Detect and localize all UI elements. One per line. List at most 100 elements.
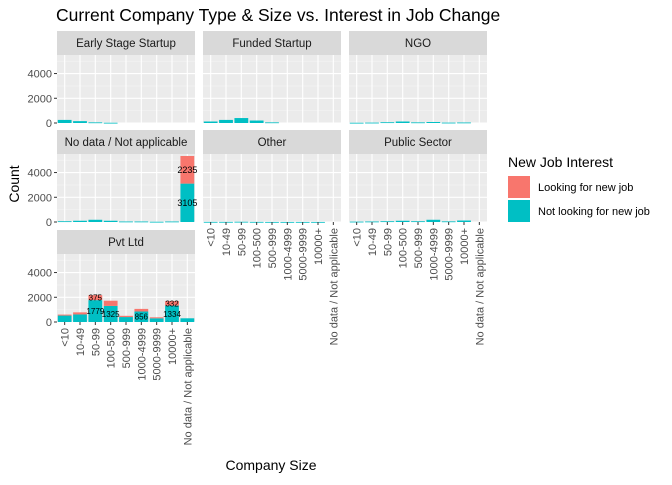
data-label-not-looking: 1779 — [86, 307, 104, 316]
x-tick-label: No data / Not applicable — [182, 328, 194, 445]
bar-looking-500-999 — [119, 315, 133, 318]
y-tick-label: 0 — [46, 317, 52, 329]
data-label-looking: 375 — [89, 294, 103, 303]
facet-other: Other <10 10-49 50-99 100-500 500-999 1000-499… — [203, 130, 341, 345]
x-tick-label: 100-500 — [398, 228, 410, 268]
x-tick-label: 50-99 — [90, 328, 102, 356]
bar-not-looking-10000 — [165, 221, 179, 223]
bar-not-looking-500-999 — [119, 317, 133, 322]
data-label-not-looking: 1325 — [102, 310, 120, 319]
facet-strip — [57, 230, 195, 254]
bar-not-looking-100-500 — [249, 120, 264, 123]
bar-not-looking-50-99 — [380, 122, 395, 124]
bar-not-looking-100-500 — [395, 220, 410, 222]
bar-looking-10 — [57, 314, 72, 316]
bar-not-looking-1000-4999 — [426, 219, 441, 222]
y-tick-label: 4000 — [28, 69, 52, 81]
bar-not-looking-10-49 — [73, 220, 87, 222]
bar-not-looking-50-99 — [234, 118, 249, 123]
bar-not-looking-500-999 — [119, 221, 133, 223]
x-tick-label: 500-999 — [267, 228, 279, 268]
legend-label-looking-for-new-job: Looking for new job — [538, 182, 633, 194]
x-tick-label: No data / Not applicable — [474, 228, 486, 345]
bar-not-looking-no-data-not-applicable — [180, 183, 195, 222]
legend-swatch-looking-for-new-job — [508, 176, 530, 198]
bar-not-looking-1000-4999 — [134, 311, 149, 322]
y-tick-label: 4000 — [28, 268, 52, 280]
chart-title: Current Company Type & Size vs. Interest… — [56, 5, 500, 25]
bar-not-looking-5000-9999 — [149, 221, 164, 223]
bar-not-looking-10-49 — [73, 121, 87, 123]
facet-title: No data / Not applicable — [65, 137, 188, 149]
facet-strip — [203, 130, 341, 154]
y-axis-label: Count — [6, 165, 22, 202]
bar-not-looking-10000 — [165, 305, 179, 322]
y-tick-label: 0 — [46, 217, 52, 229]
x-tick-label: <10 — [206, 228, 218, 247]
bar-not-looking-10-49 — [365, 221, 379, 223]
x-tick-label: 1000-4999 — [136, 328, 148, 381]
facet-title: Public Sector — [384, 137, 452, 149]
bar-not-looking-5000-9999 — [149, 318, 164, 322]
bar-not-looking-100-500 — [103, 220, 118, 222]
bar-not-looking-5000-9999 — [441, 221, 456, 223]
bar-not-looking-10000 — [457, 122, 471, 124]
data-label-looking: 332 — [165, 299, 179, 308]
x-tick-label: 10-49 — [367, 228, 379, 256]
bar-looking-10-49 — [73, 312, 87, 315]
facet-title: Funded Startup — [232, 38, 311, 50]
y-tick-label: 2000 — [28, 192, 52, 204]
x-tick-label: 50-99 — [382, 228, 394, 256]
facet-title: Other — [258, 137, 287, 149]
bar-looking-10000 — [165, 301, 179, 306]
y-tick-label: 0 — [46, 118, 52, 130]
x-tick-label: 10-49 — [221, 228, 233, 256]
bar-not-looking-50-99 — [88, 219, 103, 222]
bar-not-looking-50-99 — [380, 221, 395, 223]
x-tick-label: 10000+ — [313, 228, 325, 265]
bar-not-looking-10000 — [457, 220, 471, 222]
x-tick-label: 10-49 — [75, 328, 87, 356]
x-tick-label: 100-500 — [106, 328, 118, 368]
facet-strip — [57, 130, 195, 154]
bar-not-looking-100-500 — [395, 121, 410, 123]
data-label-not-looking: 1334 — [163, 310, 181, 319]
bar-not-looking-1000-4999 — [426, 122, 441, 123]
bar-looking-no-data-not-applicable — [180, 155, 195, 184]
bar-not-looking-10 — [57, 315, 72, 322]
bar-not-looking-500-999 — [411, 221, 425, 223]
bar-not-looking-10 — [349, 122, 364, 124]
bar-not-looking-10-49 — [219, 119, 233, 123]
bar-looking-100-500 — [103, 300, 118, 306]
data-label-not-looking: 856 — [135, 313, 149, 322]
bar-not-looking-10 — [57, 119, 72, 123]
bar-not-looking-100-500 — [103, 122, 118, 124]
facet-public-sector: Public Sector <10 10-49 50-99 100-500 500-999… — [349, 130, 487, 345]
bar-not-looking-10-49 — [365, 122, 379, 124]
facet-strip — [203, 31, 341, 55]
bar-looking-5000-9999 — [149, 317, 164, 319]
x-tick-label: 500-999 — [121, 328, 133, 368]
data-label-not-looking: 3105 — [177, 198, 197, 208]
x-tick-label: 10000+ — [167, 328, 179, 365]
x-tick-label: 10000+ — [459, 228, 471, 265]
x-tick-label: 1000-4999 — [428, 228, 440, 281]
x-tick-label: No data / Not applicable — [328, 228, 340, 345]
legend-label-not-looking-for-new-job: Not looking for new job — [538, 206, 650, 218]
facet-early-stage-startup: Early Stage Startup 0 2000 4000 — [28, 31, 195, 130]
facet-no-data-not-applicable: No data / Not applicable 2235 3105 0 2000 400… — [28, 130, 197, 229]
bar-not-looking-500-999 — [411, 122, 425, 124]
facet-strip — [349, 31, 487, 55]
x-tick-label: 5000-9999 — [444, 228, 456, 281]
bar-not-looking-10 — [57, 221, 72, 223]
bar-not-looking-500-999 — [265, 122, 279, 124]
facet-panels: Early Stage Startup 0 2000 4000 Funded Start… — [28, 31, 487, 445]
bar-looking-1000-4999 — [134, 308, 149, 312]
bar-not-looking-10 — [203, 121, 218, 123]
y-tick-label: 2000 — [28, 292, 52, 304]
bar-not-looking-100-500 — [103, 305, 118, 322]
bar-looking-50-99 — [88, 295, 103, 301]
facet-title: Early Stage Startup — [76, 38, 176, 50]
